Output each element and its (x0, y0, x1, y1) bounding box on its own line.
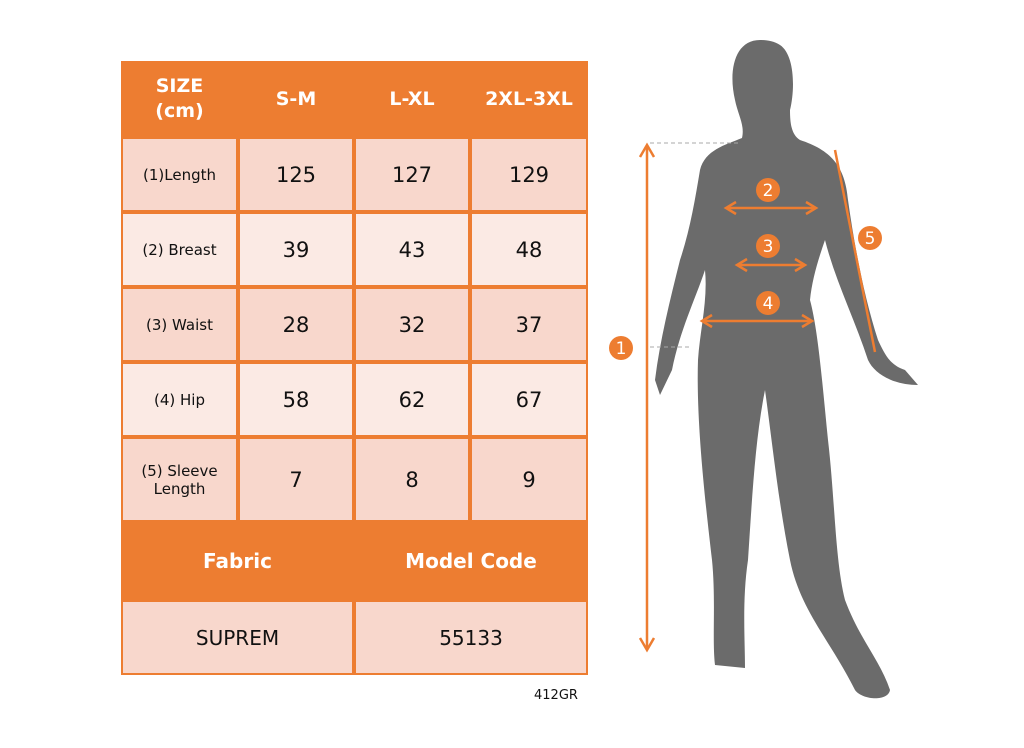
measurement-markers (609, 178, 882, 360)
size-value: 39 (238, 212, 354, 287)
row-label: (5) Sleeve Length (121, 437, 238, 522)
footer-header-row: Fabric Model Code (121, 522, 588, 600)
size-value: 48 (470, 212, 588, 287)
model-code-value: 55133 (354, 600, 588, 675)
marker-1: 1 (616, 339, 627, 359)
header-size: SIZE (cm) (121, 61, 238, 137)
size-value: 9 (470, 437, 588, 522)
body-silhouette (655, 40, 918, 699)
table-row: (5) Sleeve Length 7 8 9 (121, 437, 588, 522)
row-label: (1)Length (121, 137, 238, 212)
table-row: (2) Breast 39 43 48 (121, 212, 588, 287)
header-2xl-3xl: 2XL-3XL (470, 61, 588, 137)
row-label: (3) Waist (121, 287, 238, 362)
row-label: (4) Hip (121, 362, 238, 437)
table-row: (4) Hip 58 62 67 (121, 362, 588, 437)
marker-5: 5 (865, 229, 876, 249)
size-value: 8 (354, 437, 470, 522)
table-header-row: SIZE (cm) S-M L-XL 2XL-3XL (121, 61, 588, 137)
size-chart-table: SIZE (cm) S-M L-XL 2XL-3XL (1)Length 125 1… (121, 61, 588, 675)
size-value: 43 (354, 212, 470, 287)
size-value: 37 (470, 287, 588, 362)
footer-values-row: SUPREM 55133 (121, 600, 588, 675)
size-value: 7 (238, 437, 354, 522)
table-row: (1)Length 125 127 129 (121, 137, 588, 212)
fabric-value: SUPREM (121, 600, 354, 675)
size-value: 62 (354, 362, 470, 437)
marker-3: 3 (763, 237, 774, 257)
size-value: 125 (238, 137, 354, 212)
size-value: 127 (354, 137, 470, 212)
header-s-m: S-M (238, 61, 354, 137)
size-value: 58 (238, 362, 354, 437)
marker-2: 2 (763, 181, 774, 201)
size-value: 67 (470, 362, 588, 437)
fabric-header: Fabric (121, 522, 354, 600)
model-code-header: Model Code (354, 522, 588, 600)
row-label: (2) Breast (121, 212, 238, 287)
header-l-xl: L-XL (354, 61, 470, 137)
size-value: 129 (470, 137, 588, 212)
product-code: 412GR (534, 688, 578, 703)
marker-4: 4 (763, 294, 774, 314)
table-row: (3) Waist 28 32 37 (121, 287, 588, 362)
size-value: 32 (354, 287, 470, 362)
size-value: 28 (238, 287, 354, 362)
